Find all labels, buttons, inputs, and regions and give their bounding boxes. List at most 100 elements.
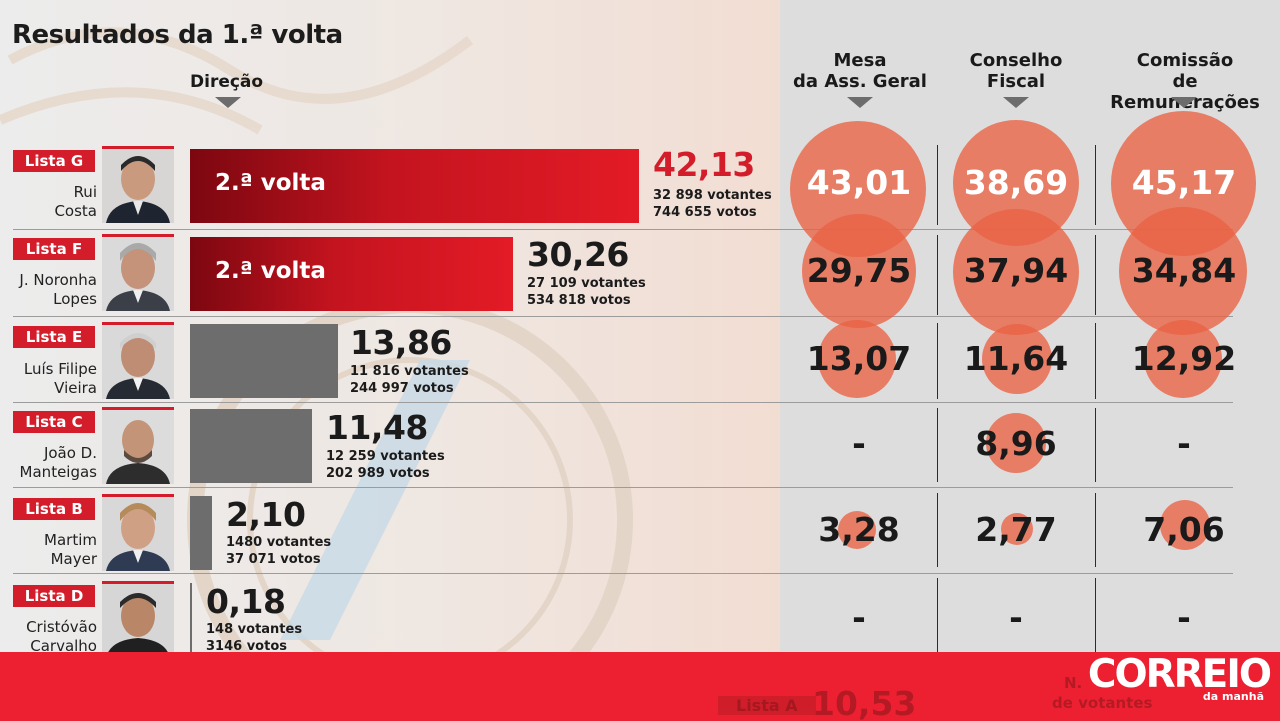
voters-count: 148 votantes <box>206 622 303 637</box>
partial-caption-2: de votantes <box>1052 694 1153 712</box>
comissao-value: - <box>1177 598 1191 637</box>
circle-conselho-lista-c <box>986 413 1046 473</box>
mesa-column-header: Mesa da Ass. Geral <box>793 50 927 92</box>
voters-count: 11 816 votantes <box>350 364 469 379</box>
conselho-column-header: Conselho Fiscal <box>969 50 1063 92</box>
candidate-photo <box>102 494 174 571</box>
candidate-name: J. Noronha Lopes <box>19 271 97 308</box>
mesa-value: 29,75 <box>806 251 912 290</box>
conselho-value: 38,69 <box>963 163 1069 202</box>
circle-mesa-lista-f <box>802 214 916 328</box>
list-badge: Lista D <box>13 585 95 607</box>
circle-conselho-lista-e <box>982 324 1052 394</box>
voters-count: 12 259 votantes <box>326 449 445 464</box>
votes-count: 37 071 votos <box>226 552 321 567</box>
conselho-value: 37,94 <box>963 251 1069 290</box>
conselho-value: 8,96 <box>975 424 1057 463</box>
voters-count: 27 109 votantes <box>527 276 646 291</box>
votes-count: 202 989 votos <box>326 466 430 481</box>
round2-label: 2.ª volta <box>215 170 326 196</box>
candidate-photo <box>102 407 174 484</box>
list-badge: Lista B <box>13 498 95 520</box>
row-divider <box>13 573 1233 574</box>
column-divider <box>1095 323 1096 399</box>
conselho-value: 11,64 <box>963 339 1069 378</box>
votes-count: 534 818 votos <box>527 293 631 308</box>
partial-caption-1: N. <box>1064 674 1083 692</box>
mesa-value: 3,28 <box>818 510 900 549</box>
direction-bar-lista-d <box>190 583 192 653</box>
votes-count: 3146 votos <box>206 639 287 654</box>
direction-percent: 11,48 <box>326 408 428 447</box>
column-divider <box>937 578 938 652</box>
candidate-name: Rui Costa <box>54 183 97 220</box>
comissao-value: 7,06 <box>1143 510 1225 549</box>
comissao-arrow-icon <box>1171 97 1197 108</box>
direction-bar-lista-e <box>190 324 338 398</box>
votes-count: 244 997 votos <box>350 381 454 396</box>
conselho-value: - <box>1009 598 1023 637</box>
comissao-value: - <box>1177 424 1191 463</box>
column-divider <box>1095 578 1096 652</box>
list-badge: Lista E <box>13 326 95 348</box>
circle-comissao-lista-e <box>1144 320 1222 398</box>
column-divider <box>937 145 938 225</box>
comissao-value: 12,92 <box>1131 339 1237 378</box>
direction-percent: 2,10 <box>226 495 306 534</box>
conselho-arrow-icon <box>1003 97 1029 108</box>
candidate-photo <box>102 234 174 311</box>
comissao-value: 34,84 <box>1131 251 1237 290</box>
row-divider <box>13 316 1233 317</box>
row-divider <box>13 402 1233 403</box>
candidate-name: Cristóvão Carvalho <box>26 618 97 655</box>
mesa-value: 43,01 <box>806 163 912 202</box>
direction-bar-lista-c <box>190 409 312 483</box>
candidate-name: Martim Mayer <box>44 531 97 568</box>
column-divider <box>937 235 938 315</box>
circle-comissao-lista-b <box>1160 500 1210 550</box>
column-divider <box>937 493 938 567</box>
mesa-value: 13,07 <box>806 339 912 378</box>
list-badge: Lista F <box>13 238 95 260</box>
correio-logo: CORREIO da manhã <box>1087 652 1272 704</box>
row-divider <box>13 487 1233 488</box>
circle-mesa-lista-b <box>838 511 876 549</box>
list-badge: Lista C <box>13 411 95 433</box>
direction-percent: 42,13 <box>653 145 755 184</box>
comissao-value: 45,17 <box>1131 163 1237 202</box>
column-divider <box>937 323 938 399</box>
candidate-photo <box>102 581 174 658</box>
partial-percent: 10,53 <box>812 684 917 721</box>
round2-label: 2.ª volta <box>215 258 326 284</box>
direction-arrow-icon <box>215 97 241 108</box>
voters-count: 32 898 votantes <box>653 188 772 203</box>
row-divider <box>13 229 1233 230</box>
candidate-name: João D. Manteigas <box>19 444 97 481</box>
direction-percent: 30,26 <box>527 235 629 274</box>
circle-mesa-lista-e <box>818 320 896 398</box>
mesa-value: - <box>852 424 866 463</box>
direction-bar-lista-b <box>190 496 212 570</box>
circle-comissao-lista-f <box>1119 207 1247 335</box>
candidate-name: Luís Filipe Vieira <box>23 360 97 397</box>
direction-bar-lista-g <box>190 149 639 223</box>
conselho-value: 2,77 <box>975 510 1057 549</box>
column-divider <box>937 408 938 482</box>
column-divider <box>1095 145 1096 225</box>
list-badge: Lista G <box>13 150 95 172</box>
direction-percent: 13,86 <box>350 323 452 362</box>
circle-conselho-lista-f <box>953 209 1079 335</box>
candidate-photo <box>102 322 174 399</box>
direction-column-header: Direção <box>190 72 264 92</box>
direction-percent: 0,18 <box>206 582 286 621</box>
mesa-value: - <box>852 598 866 637</box>
circle-conselho-lista-b <box>1001 513 1033 545</box>
candidate-photo <box>102 146 174 223</box>
column-divider <box>1095 408 1096 482</box>
partial-list-badge: Lista A <box>718 696 816 715</box>
votes-count: 744 655 votos <box>653 205 757 220</box>
direction-bar-lista-f <box>190 237 513 311</box>
column-divider <box>1095 235 1096 315</box>
column-divider <box>1095 493 1096 567</box>
footer-banner: Lista A 10,53 N. de votantes CORREIO da … <box>0 652 1280 721</box>
